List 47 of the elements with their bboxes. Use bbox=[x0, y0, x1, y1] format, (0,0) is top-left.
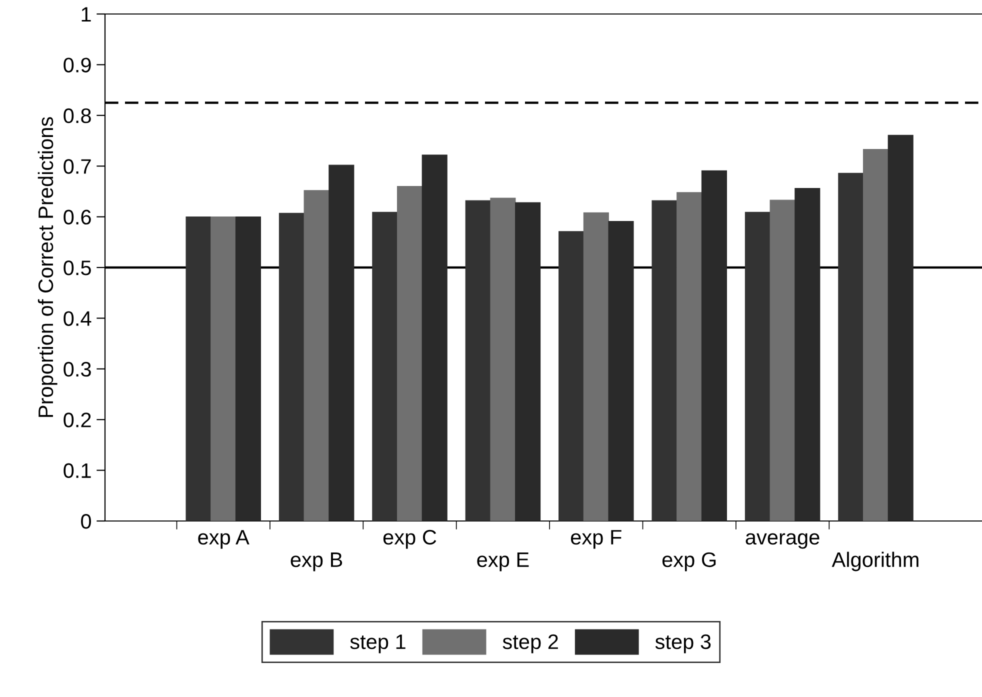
x-tick-label: exp E bbox=[477, 552, 529, 572]
bar bbox=[490, 198, 516, 521]
legend-label: step 1 bbox=[350, 634, 406, 654]
bar bbox=[186, 216, 212, 521]
x-tick-label: exp G bbox=[662, 552, 716, 572]
x-tick-label: Algorithm bbox=[832, 552, 918, 572]
y-tick-label: 0.8 bbox=[64, 108, 91, 124]
bar bbox=[304, 190, 330, 521]
bar bbox=[862, 149, 889, 521]
bar bbox=[770, 200, 796, 521]
y-tick-label: 0.7 bbox=[64, 159, 91, 174]
bar bbox=[583, 212, 609, 521]
y-tick-label: 0.4 bbox=[64, 311, 92, 326]
y-tick-label: 1 bbox=[82, 7, 91, 22]
bar bbox=[372, 212, 398, 521]
y-tick-label: 0.2 bbox=[64, 412, 91, 428]
y-tick-label: 0.6 bbox=[64, 210, 91, 225]
bar bbox=[701, 170, 727, 521]
bar bbox=[422, 154, 448, 521]
bar bbox=[515, 202, 541, 521]
y-tick-label: 0.9 bbox=[64, 58, 91, 72]
bar bbox=[396, 186, 423, 521]
y-axis-title: Proportion of Correct Predictions bbox=[38, 117, 58, 417]
bar bbox=[652, 200, 678, 521]
bar bbox=[744, 212, 770, 521]
x-tick-label: exp A bbox=[198, 530, 250, 549]
y-tick-label: 0.3 bbox=[64, 362, 91, 377]
bar bbox=[235, 216, 261, 521]
y-tick-label: 0.1 bbox=[64, 463, 91, 478]
y-tick-label: 0 bbox=[81, 514, 91, 529]
bar bbox=[465, 200, 491, 521]
bar bbox=[838, 172, 864, 521]
bar bbox=[210, 216, 236, 521]
bar bbox=[676, 192, 702, 521]
y-tick-label: 0.5 bbox=[64, 260, 91, 276]
x-tick-label: average bbox=[746, 533, 820, 549]
bar bbox=[794, 188, 820, 521]
bar bbox=[278, 212, 304, 521]
x-tick-label: exp F bbox=[570, 530, 622, 549]
legend-label: step 3 bbox=[655, 634, 711, 654]
x-tick-label: exp B bbox=[290, 552, 342, 572]
bar bbox=[608, 221, 634, 521]
legend-label: step 2 bbox=[502, 634, 558, 654]
bar bbox=[558, 231, 584, 521]
bar bbox=[328, 164, 354, 521]
bar bbox=[888, 134, 914, 521]
x-tick-label: exp C bbox=[383, 530, 436, 549]
